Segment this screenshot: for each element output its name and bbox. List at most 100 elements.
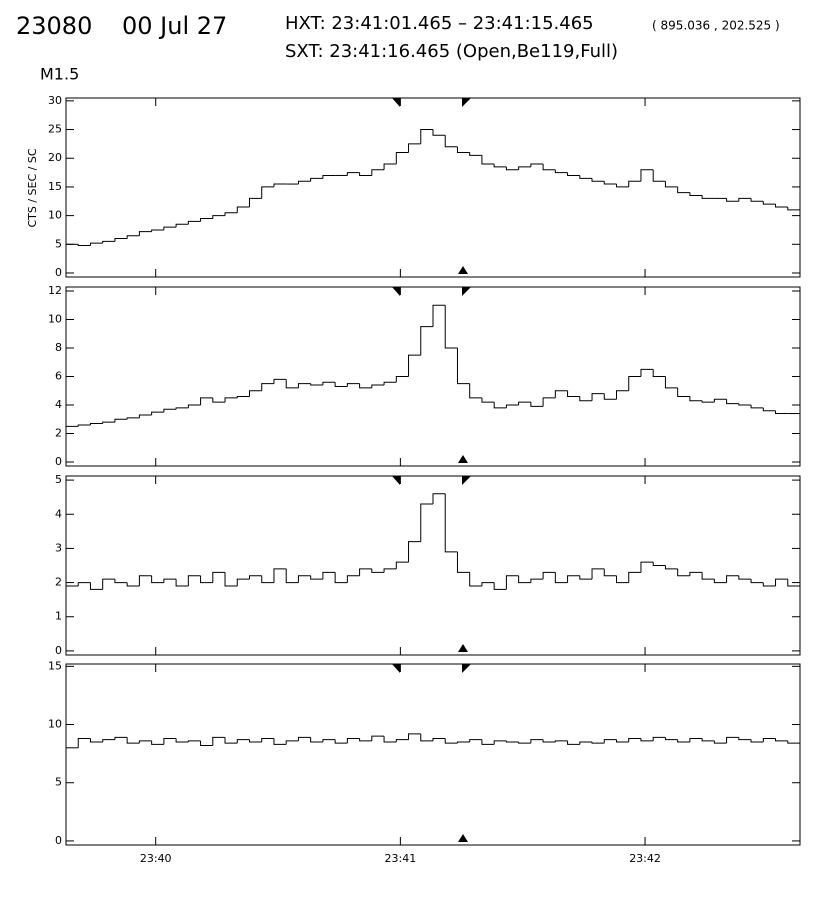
y-tick-label: 5 [55,473,62,486]
histogram-step [249,197,262,208]
histogram-step [102,240,115,244]
interval-marker [462,287,471,296]
histogram-step [481,397,495,403]
histogram-step [591,178,605,182]
histogram-step [640,561,654,573]
histogram-step [89,423,103,425]
histogram-step [677,568,690,577]
histogram-step [518,575,531,584]
histogram-step [175,223,189,228]
histogram-step [444,305,458,349]
histogram-step [652,736,666,741]
histogram-step [567,740,580,745]
histogram-step [383,736,397,743]
y-tick-label: 5 [55,237,62,250]
histogram-step [713,740,727,744]
histogram-step [554,740,568,742]
histogram-step [493,740,507,745]
histogram-step [346,383,360,387]
interval-marker [392,476,400,485]
interval-marker [392,664,400,673]
histogram-step [456,551,470,573]
histogram-step [628,180,641,187]
histogram-step [346,575,360,583]
histogram-step [212,215,226,219]
histogram-step [77,244,91,246]
y-tick-label: 12 [48,284,62,297]
histogram-step [591,741,605,744]
histogram-step [689,571,703,576]
histogram-step [542,571,556,580]
histogram-step [432,129,446,136]
histogram-step [346,737,360,744]
histogram-step [346,172,360,176]
histogram-step [750,579,764,584]
histogram-step [432,304,446,327]
histogram-step [738,403,752,406]
histogram-step [151,740,164,745]
histogram-step [310,737,323,743]
histogram-step [505,575,519,590]
histogram-step [444,493,458,553]
histogram-step [530,739,544,744]
histogram-step [775,738,788,742]
histogram-step [616,739,629,743]
histogram-step [738,575,752,580]
histogram-step [322,174,336,179]
histogram-step [713,579,727,584]
histogram-step [652,169,666,182]
histogram-step [762,201,776,205]
histogram-step [297,575,311,583]
histogram-step [518,741,531,744]
histogram-step [726,198,739,202]
interval-marker [458,644,468,652]
histogram-step [481,155,495,165]
histogram-step [297,383,311,388]
interval-marker [392,287,400,296]
histogram-step [236,739,250,744]
histogram-step [334,382,348,387]
histogram-step [236,578,250,586]
histogram-step [261,737,274,742]
histogram-step [322,739,336,742]
histogram-step [726,575,739,583]
histogram-step [236,206,250,213]
sxt-info: SXT: 23:41:16.465 (Open,Be119,Full) [285,41,618,62]
histogram-step [285,740,299,745]
histogram-step [603,181,617,185]
interval-marker [458,834,468,842]
y-tick-label: 0 [55,266,62,279]
histogram-step [689,396,703,402]
histogram-step [359,568,372,576]
histogram-step [408,733,421,740]
histogram-step [187,220,201,225]
histogram-step [444,135,458,148]
histogram-step [187,404,201,408]
histogram-step [713,398,727,403]
histogram-step [701,195,715,199]
histogram-step [249,739,262,743]
y-tick-label: 10 [48,312,62,325]
histogram-step [261,383,274,391]
histogram-step [224,572,238,587]
plot-frame [65,97,801,278]
histogram-step [273,378,287,384]
histogram-step [297,180,311,185]
y-tick-label: 4 [55,398,62,411]
histogram-step [628,376,641,391]
histogram-step [628,737,641,742]
histogram-step [567,575,580,583]
histogram-step [310,177,323,182]
histogram-step [163,578,177,583]
y-tick-label: 25 [48,123,62,136]
histogram-step [408,541,421,563]
histogram-step [640,368,654,377]
plot-frame [65,475,801,656]
histogram-step [114,579,128,584]
histogram-step [689,192,703,197]
x-tick-label: 23:41 [385,852,417,865]
histogram-step [359,738,372,742]
histogram-step [322,381,336,386]
histogram-step [224,737,238,744]
